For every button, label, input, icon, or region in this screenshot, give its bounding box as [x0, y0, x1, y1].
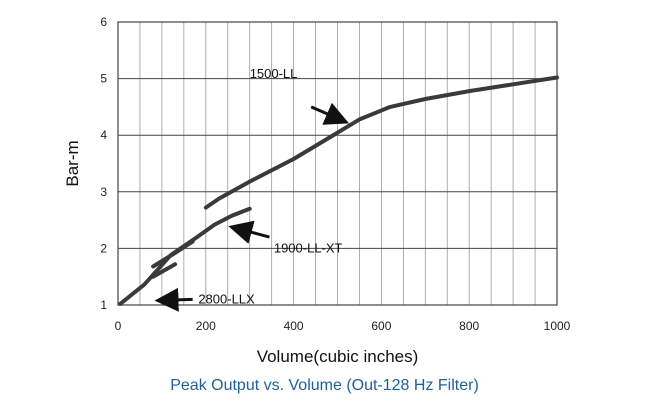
y-tick-label: 3: [100, 185, 107, 199]
annotation-label: 1900-LL-XT: [274, 240, 343, 255]
series-line: [118, 206, 252, 306]
series-1900-LL-XT: [118, 206, 252, 306]
series-1500-LL: [151, 75, 559, 269]
series-line: [151, 262, 178, 279]
grid: [118, 22, 557, 305]
figure-caption: Peak Output vs. Volume (Out-128 Hz Filte…: [170, 377, 479, 394]
y-tick-label: 5: [100, 72, 107, 86]
series-line: [203, 75, 559, 210]
x-tick-label: 600: [371, 319, 391, 333]
y-tick-label: 1: [100, 298, 107, 312]
annotation-arrow: [228, 220, 270, 244]
series-layer: [118, 75, 559, 306]
x-tick-label: 1000: [544, 319, 571, 333]
plot-frame: [117, 21, 558, 306]
x-tick-label: 0: [115, 319, 122, 333]
annotation-arrow: [310, 102, 350, 125]
x-axis-label: Volume(cubic inches): [257, 347, 419, 366]
x-tick-label: 800: [459, 319, 479, 333]
series-2800-LLX: [151, 262, 178, 279]
annotation-label: 1500-LL: [250, 66, 298, 81]
annotation-arrow: [154, 287, 193, 312]
axis-ticks: 0 200 400 600 800 1000 1 2 3 4 5 6: [100, 15, 570, 333]
y-tick-label: 2: [100, 241, 107, 255]
x-tick-label: 200: [196, 319, 216, 333]
x-tick-label: 400: [284, 319, 304, 333]
y-tick-label: 4: [100, 128, 107, 142]
y-axis-label: Bar-m: [63, 140, 82, 186]
annotation-layer: 1500-LL 1900-LL-XT 2800-LLX: [154, 66, 350, 312]
y-tick-label: 6: [100, 15, 107, 29]
annotation-label: 2800-LLX: [198, 291, 255, 306]
